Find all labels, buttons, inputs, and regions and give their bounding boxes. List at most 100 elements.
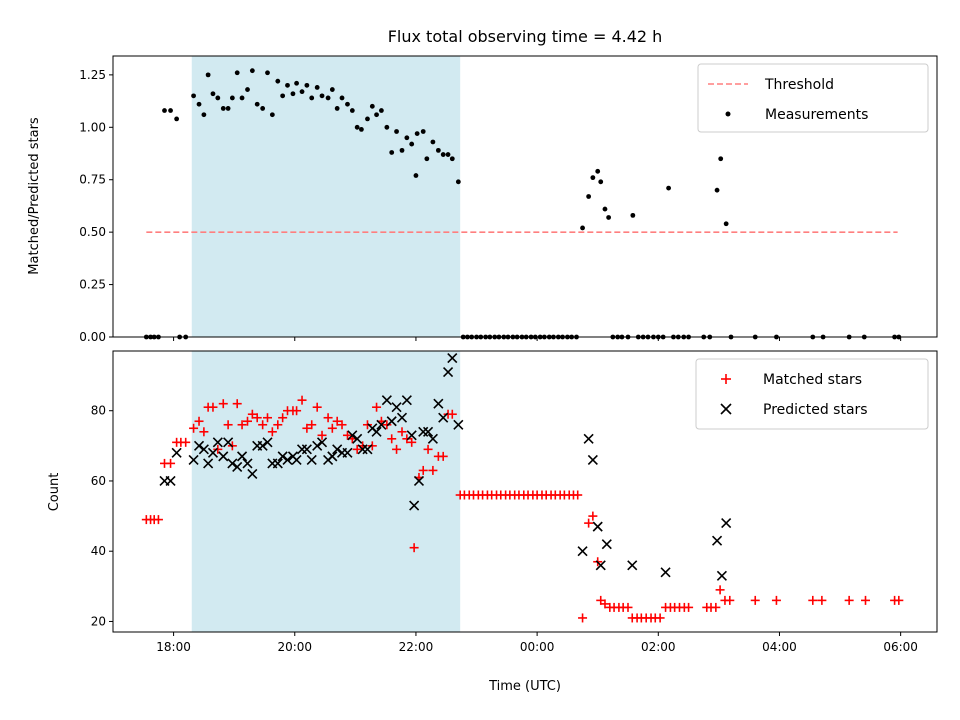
x-tick-label: 02:00 — [641, 640, 676, 654]
matched-star-point — [223, 420, 233, 430]
bottom-legend: Matched stars Predicted stars — [695, 358, 929, 430]
predicted-star-point — [242, 458, 253, 469]
bottom-x-axis-label: Time (UTC) — [488, 679, 561, 694]
bottom-axes-frame — [112, 350, 938, 633]
measurement-point — [299, 89, 305, 95]
matched-star-point — [342, 430, 352, 440]
predicted-star-point — [188, 454, 199, 465]
measurement-point — [339, 95, 345, 101]
measurement-point — [275, 78, 281, 84]
measurements-legend-label: Measurements — [765, 107, 868, 123]
measurement-point — [455, 179, 461, 185]
measurement-point — [201, 112, 207, 118]
predicted-star-point — [212, 437, 223, 448]
measurement-point — [162, 108, 167, 113]
measurement-point — [598, 179, 604, 185]
matched-star-point — [278, 413, 288, 423]
x-tick-label: 06:00 — [883, 640, 918, 654]
matched-star-point — [382, 420, 392, 430]
matched-star-point — [771, 595, 781, 605]
predicted-star-point — [291, 454, 302, 465]
matched-star-point — [218, 399, 228, 409]
matched-star-point — [711, 602, 721, 612]
matched-star-point — [584, 518, 594, 528]
matched-star-point — [438, 451, 448, 461]
predicted-star-point — [332, 444, 343, 455]
matched-star-point — [409, 543, 419, 553]
measurement-point — [319, 93, 325, 99]
measurement-point — [174, 116, 180, 122]
predicted-star-point — [282, 454, 293, 465]
predicted-star-point — [660, 567, 671, 578]
measurement-point — [389, 150, 395, 155]
matched-star-point — [208, 402, 218, 412]
predicted-star-point — [422, 426, 434, 437]
y-tick-label: 0.50 — [79, 225, 106, 239]
y-tick-label: 60 — [91, 474, 106, 488]
matched-star-point — [327, 423, 337, 433]
predicted-star-point — [427, 433, 438, 444]
measurement-point — [404, 135, 410, 141]
predicted-star-point — [376, 419, 387, 430]
matched-star-point — [252, 413, 262, 423]
predicted-star-point — [218, 451, 229, 462]
predicted-star-point — [352, 433, 363, 444]
predicted-star-point — [406, 430, 417, 441]
predicted-star-point — [272, 458, 283, 469]
matched-star-point — [600, 599, 610, 609]
measurement-point — [602, 206, 608, 212]
predicted-star-point — [453, 419, 464, 430]
measurement-point — [449, 156, 455, 162]
matched-star-point — [573, 490, 583, 500]
measurement-point — [590, 175, 596, 181]
matched-star-point — [402, 434, 412, 444]
predicted-star-point — [413, 475, 425, 487]
matched-star-point — [166, 458, 176, 468]
measurement-point — [205, 72, 211, 78]
y-tick-label: 1.25 — [79, 68, 106, 82]
predicted-star-point — [362, 444, 373, 455]
measurement-point — [440, 152, 446, 157]
threshold-legend-label: Threshold — [764, 77, 834, 93]
matched-star-point — [372, 402, 382, 412]
y-tick-label: 20 — [91, 614, 106, 628]
matched-star-point — [655, 613, 665, 623]
measurement-point — [168, 108, 173, 113]
predicted-star-point — [207, 447, 219, 458]
matched-star-point — [447, 409, 457, 419]
matched-star-point — [199, 427, 209, 437]
measurement-point — [723, 221, 729, 227]
matched-star-point — [189, 423, 199, 433]
x-tick-label: 22:00 — [399, 640, 434, 654]
predicted-star-point — [627, 560, 638, 571]
matched-star-point — [844, 595, 854, 605]
top-panel: 0.00 0.25 0.50 0.75 1.00 1.25 Matched/Predict… — [27, 55, 938, 344]
predicted-star-point — [316, 437, 328, 448]
predicted-star-point — [409, 500, 420, 511]
measurement-point — [359, 126, 364, 132]
predicted-star-point — [347, 430, 358, 441]
matched-star-point — [258, 420, 268, 430]
predicted-star-point — [342, 447, 353, 458]
matched-star-point — [273, 420, 283, 430]
measurement-point — [354, 124, 360, 130]
predicted-star-point — [391, 402, 402, 413]
matched-star-point — [317, 430, 327, 440]
measurement-point — [580, 225, 585, 231]
top-axes-frame — [112, 55, 938, 338]
measurement-point — [254, 101, 260, 107]
x-tick-label: 00:00 — [520, 640, 555, 654]
measurement-point — [586, 194, 592, 199]
matched-star-point — [247, 409, 257, 419]
predicted-star-point — [716, 570, 727, 581]
matched-star-point — [213, 444, 223, 454]
matched-star-point — [337, 420, 347, 430]
matched-star-point — [407, 437, 417, 447]
matched-star-point — [243, 416, 253, 426]
x-tick-label: 18:00 — [156, 640, 191, 654]
predicted-star-point — [433, 398, 444, 409]
measurement-point — [630, 212, 636, 218]
matched-star-point — [181, 437, 191, 447]
matched-star-point — [292, 406, 302, 416]
measurement-point — [314, 85, 320, 90]
